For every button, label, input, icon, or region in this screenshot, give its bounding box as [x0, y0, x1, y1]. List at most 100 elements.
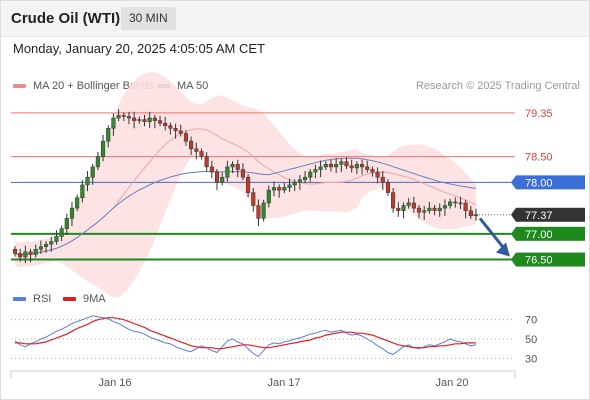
candle-body	[132, 117, 137, 121]
candle-body	[396, 207, 401, 211]
candle-body	[163, 122, 168, 126]
candle-body	[168, 125, 173, 129]
rsi-level-label-30: 30	[525, 353, 537, 365]
candle-body	[75, 197, 80, 209]
candle-body	[95, 156, 100, 168]
candle-body	[442, 205, 447, 209]
rsi-legend-swatch	[13, 297, 26, 301]
rsi-legend-rsi: RSI	[13, 293, 51, 305]
candle-body	[251, 192, 256, 206]
candle-body	[220, 176, 225, 183]
price-label-78.50: 78.50	[525, 152, 553, 164]
candle-body	[468, 210, 473, 217]
candle-body	[44, 243, 49, 247]
price-tag-pointer	[511, 252, 516, 267]
candle-body	[80, 184, 85, 199]
candle-body	[199, 151, 204, 157]
candle-body	[23, 251, 28, 258]
legend-bollinger: MA 20 + Bollinger Bands	[13, 80, 154, 92]
candle-body	[406, 202, 411, 206]
price-label-76.50: 76.50	[525, 255, 553, 267]
x-tick-label: Jan 20	[435, 377, 468, 389]
price-tag-78.00	[516, 175, 585, 190]
candle-body	[85, 176, 90, 186]
candle-body	[422, 210, 427, 213]
candle-body	[194, 148, 199, 152]
price-label-77.37: 77.37	[525, 210, 553, 222]
candle-body	[90, 166, 95, 178]
candle-body	[328, 164, 334, 168]
candle-body	[147, 117, 152, 122]
x-tick-label: Jan 17	[267, 377, 300, 389]
candle-body	[28, 251, 33, 255]
candle-body	[142, 119, 147, 122]
candle-body	[189, 140, 194, 150]
candle-body	[365, 166, 370, 170]
price-tag-77.00	[516, 226, 585, 241]
candle-body	[261, 202, 266, 219]
candle-body	[157, 120, 163, 124]
candle-body	[354, 164, 359, 169]
candle-body	[183, 133, 188, 142]
candle-body	[137, 119, 142, 121]
rsi-ma-legend-swatch	[63, 297, 76, 301]
x-tick-label: Jan 16	[98, 377, 131, 389]
instrument-title: Crude Oil (WTI)	[11, 10, 121, 27]
rsi-ma-legend-label: 9MA	[83, 293, 106, 305]
candle-body	[427, 207, 432, 211]
candle-body	[313, 169, 318, 173]
candle-body	[209, 166, 214, 173]
candle-body	[59, 228, 64, 237]
legend-bollinger-label: MA 20 + Bollinger Bands	[33, 80, 154, 92]
candle-body	[235, 164, 240, 170]
candle-body	[375, 171, 380, 178]
candle-body	[448, 201, 453, 206]
candle-body	[271, 187, 277, 191]
candle-body	[282, 187, 287, 191]
candle-body	[116, 115, 121, 119]
candle-body	[266, 189, 271, 204]
rsi-legend-label: RSI	[33, 293, 52, 305]
candle-body	[240, 169, 245, 178]
candle-body	[178, 130, 183, 134]
candle-body	[152, 117, 157, 121]
chart-header: Crude Oil (WTI) 30 MIN	[0, 0, 590, 37]
rsi-level-label-70: 70	[525, 315, 537, 327]
candle-body	[214, 171, 220, 183]
candle-body	[230, 164, 235, 168]
candle-body	[391, 192, 396, 209]
candle-body	[370, 169, 375, 173]
candle-body	[318, 166, 323, 170]
candle-body	[49, 241, 54, 245]
candle-body	[323, 164, 328, 168]
candle-body	[334, 164, 339, 168]
copyright-text: Research © 2025 Trading Central	[415, 80, 580, 92]
datetime-label: Monday, January 20, 2025 4:05:05 AM CET	[13, 41, 265, 56]
candle-body	[411, 202, 416, 209]
candle-body	[121, 115, 126, 117]
rsi-level-label-50: 50	[525, 334, 537, 346]
price-label-77.00: 77.00	[525, 229, 553, 241]
rsi-line	[14, 315, 477, 358]
price-tag-pointer	[511, 175, 516, 190]
candle-body	[432, 207, 437, 211]
price-label-79.35: 79.35	[525, 108, 553, 120]
candle-body	[339, 161, 344, 165]
candle-body	[225, 166, 230, 178]
candle-body	[292, 182, 297, 186]
candle-body	[349, 165, 354, 169]
ma50-line	[14, 157, 477, 256]
candle-body	[453, 201, 458, 204]
candle-body	[277, 187, 282, 191]
candle-body	[33, 249, 38, 255]
rsi-ma-line	[15, 317, 476, 350]
candle-body	[64, 218, 69, 229]
timeframe-button[interactable]: 30 MIN	[121, 7, 176, 30]
candle-body	[416, 207, 422, 213]
price-label-78.00: 78.00	[525, 177, 553, 189]
candle-body	[204, 156, 209, 168]
price-tag-pointer	[511, 207, 516, 222]
candle-body	[173, 128, 178, 132]
candle-body	[69, 207, 75, 219]
